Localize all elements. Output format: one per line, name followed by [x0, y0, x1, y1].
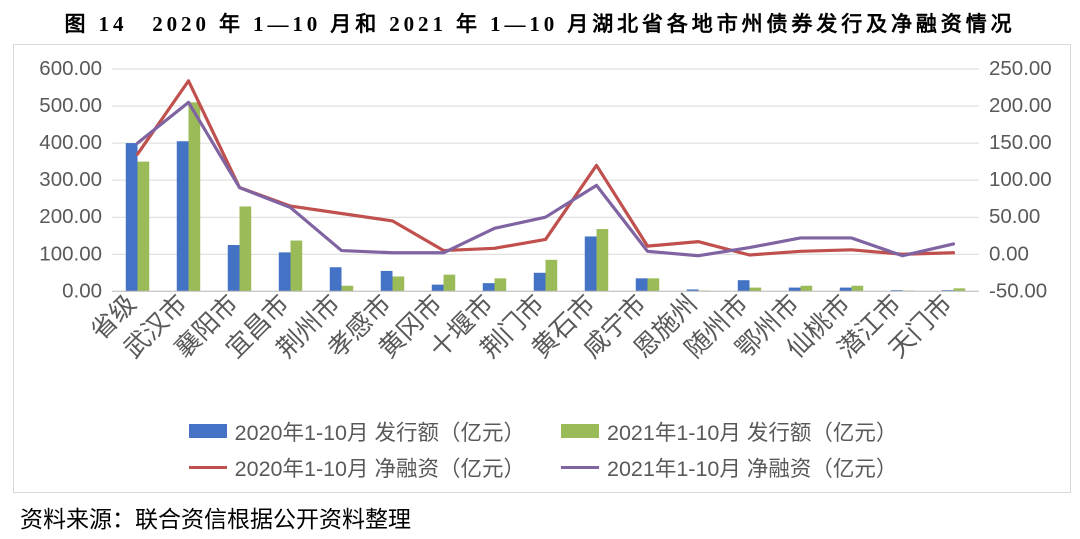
svg-text:600.00: 600.00 — [39, 57, 102, 80]
svg-text:100.00: 100.00 — [39, 242, 102, 265]
svg-text:300.00: 300.00 — [39, 168, 102, 191]
svg-text:200.00: 200.00 — [989, 94, 1052, 117]
svg-text:0.00: 0.00 — [989, 242, 1029, 265]
svg-text:-50.00: -50.00 — [989, 279, 1047, 302]
svg-text:500.00: 500.00 — [39, 94, 102, 117]
svg-text:0.00: 0.00 — [62, 279, 102, 302]
svg-text:150.00: 150.00 — [989, 131, 1052, 154]
svg-text:250.00: 250.00 — [989, 57, 1052, 80]
svg-text:400.00: 400.00 — [39, 131, 102, 154]
svg-text:100.00: 100.00 — [989, 168, 1052, 191]
svg-text:50.00: 50.00 — [989, 205, 1040, 228]
svg-text:200.00: 200.00 — [39, 205, 102, 228]
